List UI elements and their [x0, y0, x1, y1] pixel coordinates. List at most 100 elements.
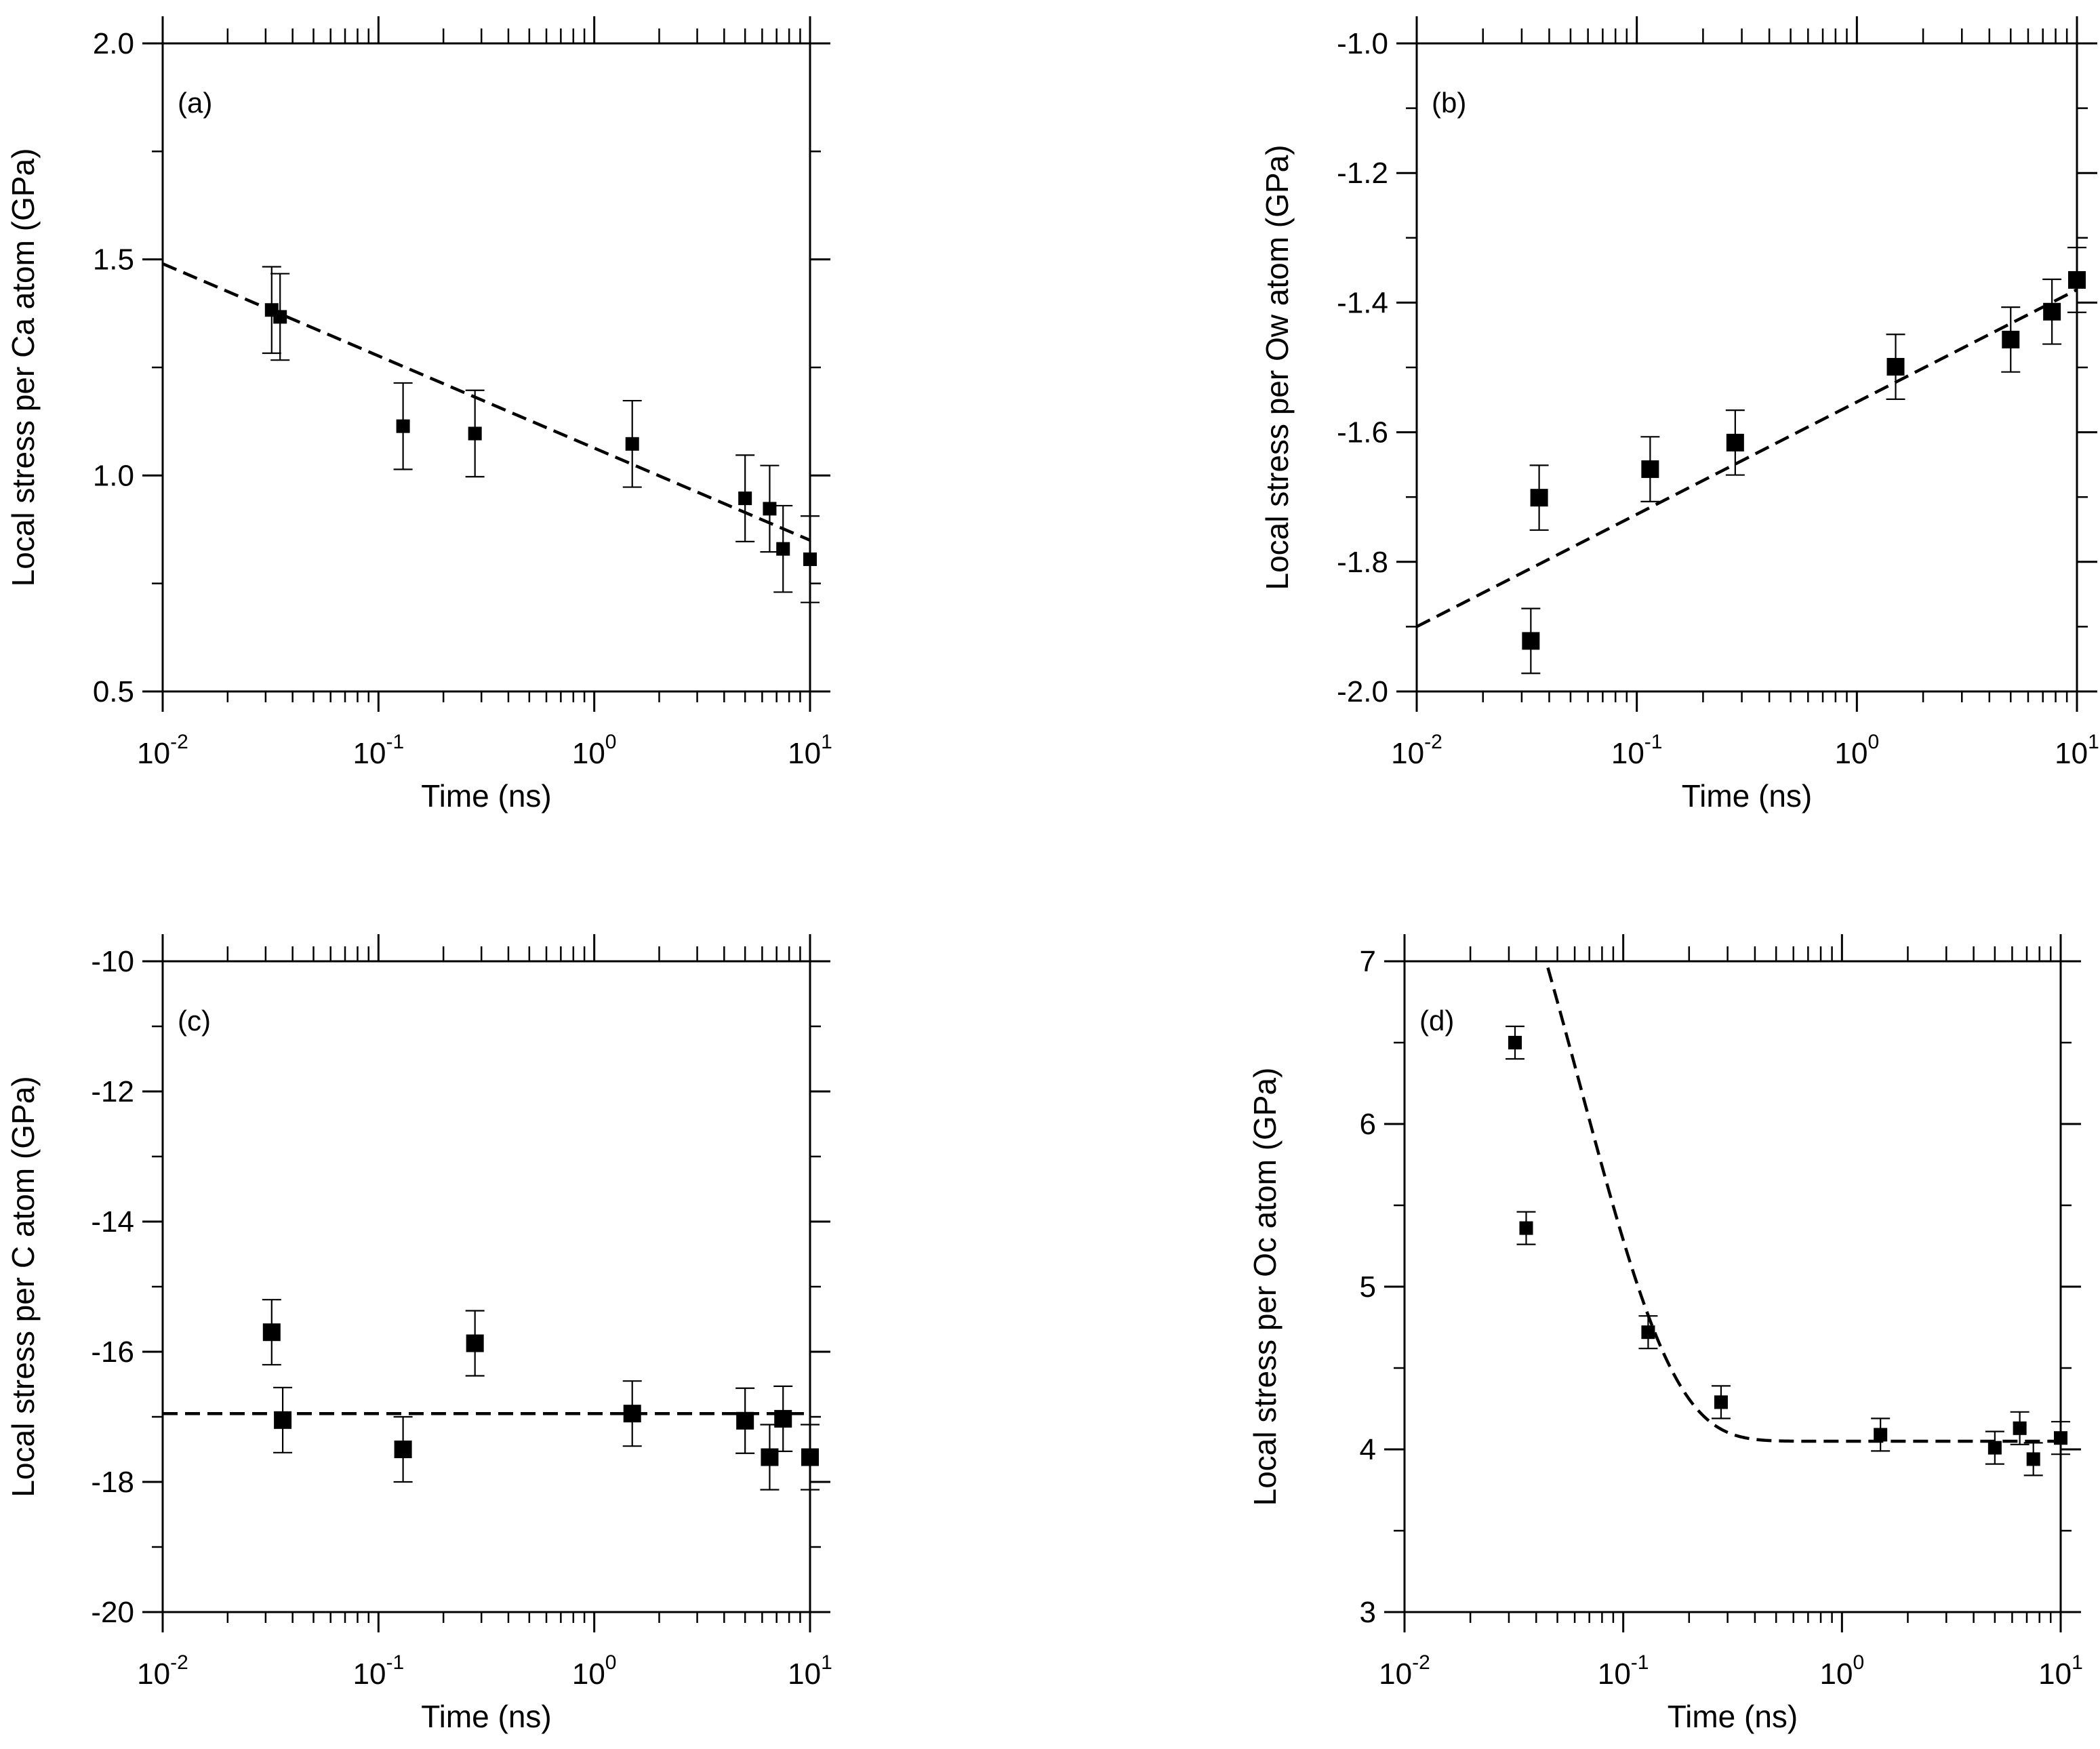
x-tick-label: 10-1	[353, 1651, 405, 1691]
x-tick-label: 101	[788, 1651, 832, 1691]
data-marker	[801, 1448, 819, 1466]
data-marker	[1641, 460, 1659, 479]
x-axis-label: Time (ns)	[1682, 778, 1813, 813]
data-marker	[776, 542, 790, 556]
data-marker	[738, 491, 752, 506]
x-tick-label: 101	[788, 731, 832, 770]
data-marker	[1987, 1441, 2002, 1455]
data-marker	[774, 1409, 792, 1428]
data-marker	[1874, 1428, 1888, 1442]
y-tick-label: 6	[1360, 1108, 1376, 1141]
y-tick-label: -1.8	[1337, 546, 1388, 579]
y-tick-label: -2.0	[1337, 675, 1388, 708]
data-marker	[1522, 632, 1540, 650]
data-point	[1985, 1430, 2004, 1465]
x-tick-label: 100	[572, 1651, 617, 1691]
data-point	[262, 266, 281, 355]
data-marker	[625, 437, 639, 451]
x-tick-label: 10-2	[137, 731, 188, 770]
data-marker	[468, 426, 482, 441]
data-point	[1521, 607, 1541, 675]
y-tick-label: -1.4	[1337, 286, 1388, 319]
data-point	[1711, 1385, 1731, 1420]
data-marker	[2013, 1421, 2027, 1435]
y-tick-label: 4	[1360, 1433, 1376, 1466]
chart-panel-c: 10-2 10-1 100 101 -20 -18 -16 -14 -12 -10 Time (ns…	[5, 934, 832, 1734]
data-point	[1871, 1418, 1891, 1452]
y-tick-label: 1.0	[93, 459, 134, 492]
y-tick-label: 1.5	[93, 243, 134, 277]
fit-curve	[1544, 961, 2061, 1443]
data-point	[393, 1415, 413, 1483]
y-tick-label: -1.2	[1337, 157, 1388, 190]
y-axis-label: Local stress per Ow atom (GPa)	[1259, 145, 1295, 590]
data-point	[801, 1424, 820, 1491]
x-tick-label: 100	[572, 731, 617, 770]
data-marker	[763, 502, 777, 516]
x-axis-label: Time (ns)	[1668, 1699, 1798, 1734]
y-tick-label: 5	[1360, 1270, 1376, 1304]
data-point	[773, 504, 793, 593]
data-marker	[1641, 1325, 1655, 1340]
y-tick-label: -10	[91, 945, 134, 978]
data-point	[1529, 464, 1549, 531]
data-point	[1638, 1315, 1658, 1350]
data-point	[2051, 1421, 2070, 1455]
fit-curve	[1417, 288, 2077, 628]
panel-label: (b)	[1432, 87, 1466, 119]
x-tick-label: 10-2	[1379, 1651, 1430, 1691]
y-tick-label: 7	[1360, 945, 1376, 978]
x-axis-label: Time (ns)	[421, 778, 552, 813]
y-tick-label: -16	[91, 1335, 134, 1369]
data-marker	[2068, 270, 2086, 289]
data-marker	[1519, 1221, 1533, 1235]
x-tick-label: 10-2	[1391, 731, 1442, 770]
data-point	[270, 273, 290, 361]
data-point	[273, 1386, 293, 1453]
data-point	[1516, 1211, 1536, 1245]
fit-curve	[163, 262, 810, 542]
data-marker	[2002, 330, 2020, 348]
y-tick-label: -1.0	[1337, 27, 1388, 60]
data-point	[801, 515, 820, 603]
data-marker	[2054, 1431, 2067, 1445]
data-point	[622, 1380, 642, 1447]
data-marker	[803, 552, 817, 566]
x-tick-label: 10-2	[137, 1651, 188, 1691]
data-marker	[274, 1411, 292, 1429]
data-marker	[623, 1405, 641, 1423]
y-tick-label: 3	[1360, 1596, 1376, 1629]
chart-panel-a: 10-2 10-1 100 101 0.5 1.0 1.5 2.0 Time (ns) Local…	[5, 16, 832, 813]
data-marker	[396, 419, 410, 433]
chart-panel-d: 10-2 10-1 100 101 3 4 5 6 7 Time (ns) Local stress…	[1247, 934, 2083, 1734]
y-tick-label: 2.0	[93, 27, 134, 60]
panel-label: (c)	[178, 1005, 211, 1037]
chart-panel-b: 10-2 10-1 100 101 -2.0 -1.8 -1.6 -1.4 -1.2 -1.0 Ti…	[1259, 16, 2099, 813]
data-point	[1640, 436, 1660, 502]
data-marker	[2026, 1452, 2040, 1466]
data-point	[773, 1385, 793, 1452]
data-point	[393, 382, 413, 470]
data-marker	[394, 1441, 412, 1458]
y-tick-label: -1.6	[1337, 416, 1388, 449]
data-marker	[466, 1334, 484, 1352]
data-point	[2001, 306, 2021, 373]
y-tick-label: -18	[91, 1466, 134, 1499]
data-point	[2023, 1442, 2043, 1476]
y-tick-label: -20	[91, 1596, 134, 1629]
data-point	[2010, 1411, 2030, 1445]
data-point	[465, 1310, 485, 1377]
y-axis-label: Local stress per C atom (GPa)	[5, 1076, 41, 1497]
data-point	[2067, 247, 2086, 313]
data-point	[465, 389, 485, 478]
y-axis-label: Local stress per Oc atom (GPa)	[1247, 1068, 1283, 1506]
x-tick-label: 101	[2038, 1651, 2083, 1691]
x-axis-label: Time (ns)	[421, 1699, 552, 1734]
data-point	[1505, 1025, 1524, 1060]
y-tick-label: -14	[91, 1205, 134, 1239]
data-point	[735, 1387, 755, 1454]
data-point	[1886, 334, 1905, 400]
data-marker	[1886, 358, 1905, 376]
data-marker	[1726, 433, 1744, 451]
data-point	[1725, 409, 1745, 476]
